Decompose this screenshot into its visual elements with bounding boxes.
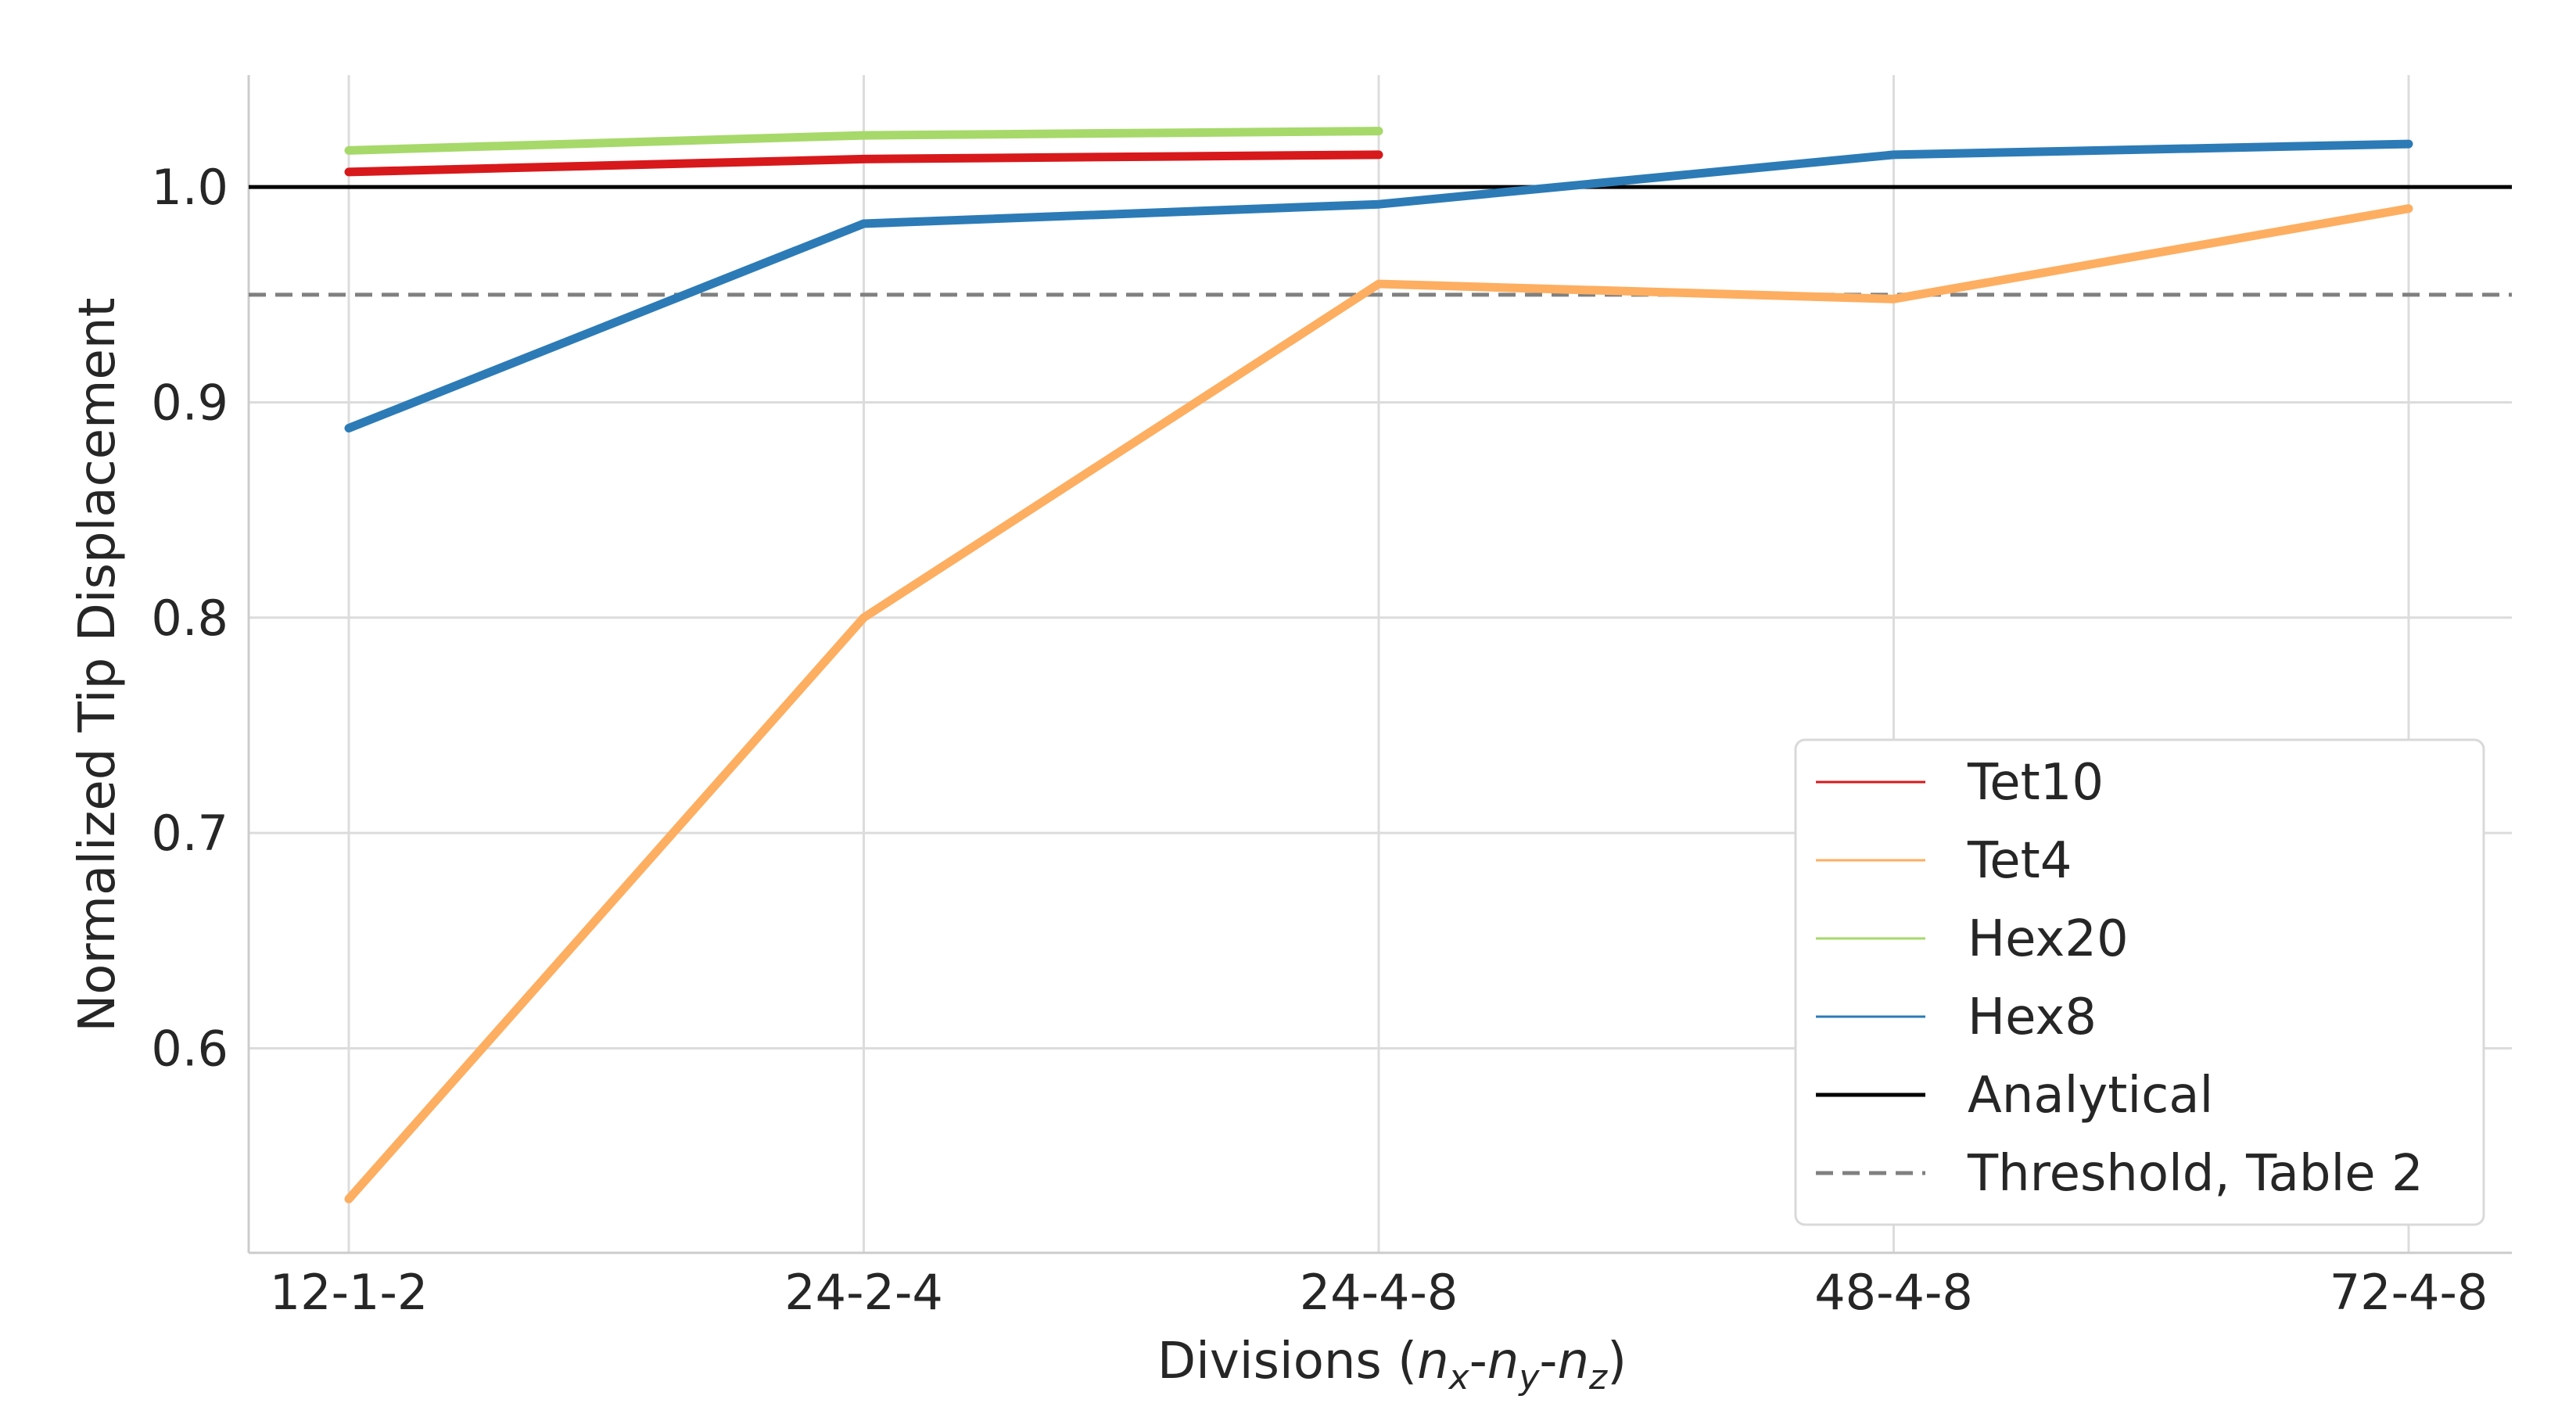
legend-label-threshold-table-2: Threshold, Table 2: [1967, 1145, 2424, 1203]
data-point-tet10: [859, 155, 868, 163]
y-tick-label: 0.7: [151, 805, 228, 862]
tick-labels: 12-1-2 24-2-4 24-4-8 48-4-8 72-4-8 0.6 0.7 0.8 0…: [151, 159, 2488, 1321]
x-tick-label: 24-2-4: [784, 1264, 943, 1321]
x-tick-label: 48-4-8: [1814, 1264, 1973, 1321]
data-point-tet4: [2405, 204, 2413, 213]
data-point-hex20: [1375, 127, 1383, 135]
y-tick-label: 0.8: [151, 590, 228, 647]
data-point-tet10: [1375, 150, 1383, 159]
data-point-tet10: [345, 167, 353, 176]
data-point-tet4: [1889, 295, 1898, 303]
y-tick-label: 0.6: [151, 1020, 228, 1077]
x-tick-label: 24-4-8: [1300, 1264, 1458, 1321]
x-tick-label: 12-1-2: [270, 1264, 429, 1321]
data-point-tet4: [345, 1195, 353, 1204]
legend-label-analytical: Analytical: [1968, 1067, 2213, 1125]
legend-label-tet10: Tet10: [1967, 754, 2104, 812]
series-lines: [344, 127, 2413, 1204]
data-point-hex8: [859, 219, 868, 228]
data-point-hex20: [345, 146, 353, 155]
legend-label-tet4: Tet4: [1967, 832, 2072, 890]
x-tick-label: 72-4-8: [2330, 1264, 2488, 1321]
legend: Tet10 Tet4 Hex20 Hex8 Analytical Threshold, T…: [1794, 738, 2485, 1226]
axes: [247, 75, 2512, 1254]
legend-label-hex20: Hex20: [1968, 910, 2129, 968]
data-point-hex8: [1375, 200, 1383, 209]
legend-frame: [1794, 738, 2485, 1226]
data-point-hex8: [345, 424, 353, 432]
data-point-tet4: [859, 613, 868, 622]
x-axis-label: Divisions (nx-ny-nz): [1157, 1333, 1627, 1398]
legend-label-hex8: Hex8: [1968, 988, 2097, 1046]
data-point-hex20: [859, 131, 868, 140]
reference-lines: [249, 185, 2512, 297]
y-tick-label: 0.9: [151, 374, 228, 431]
y-axis-label: Normalized Tip Displacement: [69, 297, 127, 1032]
data-point-hex8: [1889, 150, 1898, 159]
data-point-hex8: [2405, 140, 2413, 149]
data-point-tet4: [1375, 280, 1383, 289]
y-tick-label: 1.0: [151, 159, 228, 216]
